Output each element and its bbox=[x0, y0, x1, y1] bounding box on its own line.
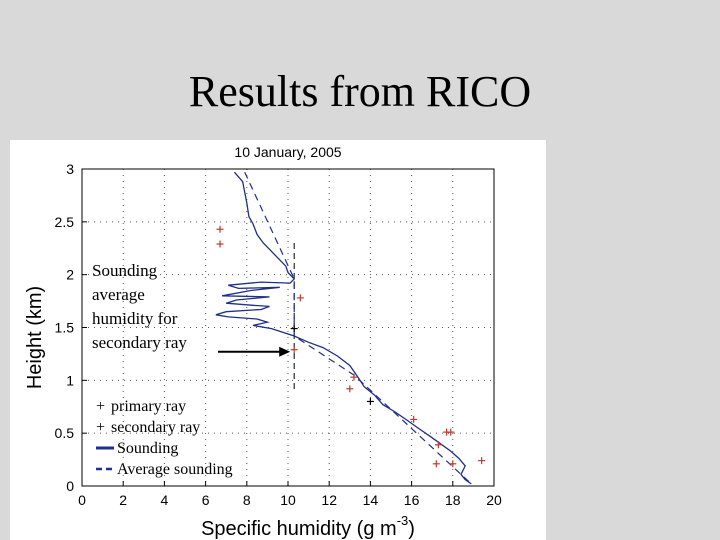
chart-title: 10 January, 2005 bbox=[234, 144, 341, 160]
primary-ray-point bbox=[346, 385, 354, 393]
x-tick-label: 4 bbox=[161, 492, 169, 508]
y-tick-label: 1.5 bbox=[55, 320, 75, 336]
primary-ray-point bbox=[447, 428, 455, 436]
legend-primary-marker: + bbox=[96, 398, 105, 415]
x-tick-label: 6 bbox=[202, 492, 210, 508]
average-sounding-line bbox=[244, 171, 472, 485]
secondary-ray-point bbox=[366, 397, 374, 405]
x-axis-label-close: ) bbox=[408, 518, 415, 540]
x-axis-label-text: Specific humidity (g m bbox=[201, 518, 397, 540]
legend: + primary ray + secondary ray Sounding A… bbox=[96, 398, 233, 478]
x-tick-label: 14 bbox=[363, 492, 379, 508]
legend-secondary-marker: + bbox=[96, 419, 105, 436]
grid bbox=[82, 169, 494, 486]
primary-ray-point bbox=[216, 240, 224, 248]
x-tick-label: 0 bbox=[78, 492, 86, 508]
primary-ray-point bbox=[296, 294, 304, 302]
x-axis-label-superscript: -3 bbox=[397, 513, 409, 528]
humidity-profile-chart: 0 2 4 6 8 10 12 14 16 18 20 0 0.5 1 1.5 2 2.5 3 10 Januar… bbox=[24, 144, 502, 540]
y-tick-label: 1 bbox=[66, 372, 74, 388]
x-tick-label: 16 bbox=[404, 492, 420, 508]
slide-title: Results from RICO bbox=[188, 67, 532, 116]
sounding-line bbox=[215, 171, 472, 485]
y-tick-label: 3 bbox=[66, 161, 74, 177]
annotation: Sounding average humidity for secondary … bbox=[92, 261, 187, 352]
primary-ray-point bbox=[449, 460, 457, 468]
annotation-line-3: humidity for bbox=[92, 309, 178, 328]
legend-primary-label: primary ray bbox=[111, 398, 186, 415]
legend-sounding-label: Sounding bbox=[117, 440, 178, 457]
annotation-arrow-head bbox=[279, 346, 291, 357]
legend-average-label: Average sounding bbox=[117, 461, 233, 478]
primary-ray-point bbox=[410, 415, 418, 423]
x-axis-label: Specific humidity (g m-3) bbox=[201, 513, 415, 540]
primary-ray-point bbox=[216, 225, 224, 233]
x-tick-label: 2 bbox=[119, 492, 127, 508]
y-tick-label: 0 bbox=[66, 478, 74, 494]
y-tick-label: 0.5 bbox=[55, 425, 75, 441]
x-tick-label: 20 bbox=[486, 492, 502, 508]
secondary-ray-point bbox=[290, 325, 298, 333]
primary-ray-point bbox=[434, 441, 442, 449]
x-tick-label: 8 bbox=[243, 492, 251, 508]
series bbox=[215, 171, 486, 485]
x-tick-label: 12 bbox=[321, 492, 337, 508]
annotation-line-2: average bbox=[92, 285, 145, 304]
x-tick-label: 18 bbox=[445, 492, 461, 508]
x-tick-label: 10 bbox=[280, 492, 296, 508]
annotation-line-1: Sounding bbox=[92, 261, 158, 280]
primary-ray-point bbox=[290, 346, 298, 354]
y-tick-label: 2.5 bbox=[55, 214, 75, 230]
primary-ray-point bbox=[432, 460, 440, 468]
axis-ticks: 0 2 4 6 8 10 12 14 16 18 20 0 0.5 1 1.5 2 2.5 3 bbox=[55, 161, 502, 508]
primary-ray-point bbox=[350, 373, 358, 381]
chart-figure: 0 2 4 6 8 10 12 14 16 18 20 0 0.5 1 1.5 2 2.5 3 10 Januar… bbox=[10, 140, 546, 540]
y-axis-label: Height (km) bbox=[24, 286, 46, 389]
annotation-line-4: secondary ray bbox=[92, 333, 187, 352]
y-tick-label: 2 bbox=[66, 267, 74, 283]
legend-secondary-label: secondary ray bbox=[111, 419, 200, 436]
primary-ray-point bbox=[478, 457, 486, 465]
